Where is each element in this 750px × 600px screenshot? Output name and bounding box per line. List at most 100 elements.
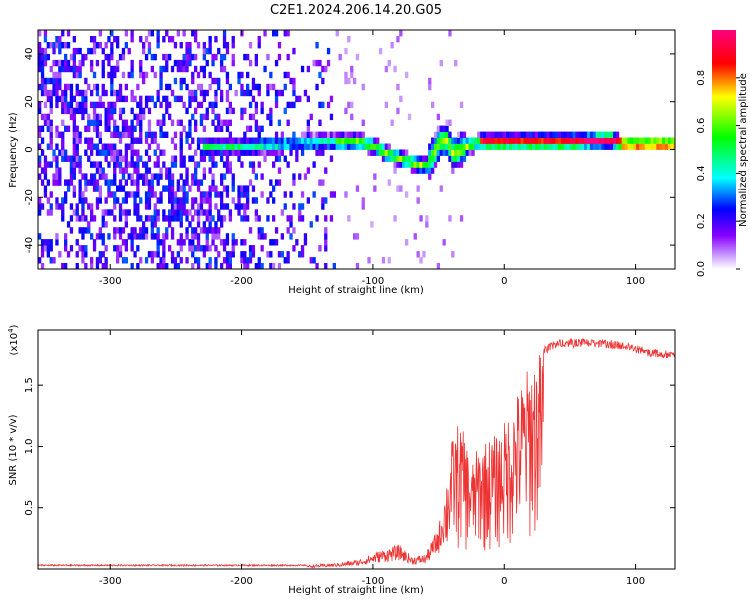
heatmap-cell bbox=[124, 239, 128, 246]
heatmap-cell bbox=[130, 65, 134, 73]
heatmap-cell bbox=[257, 42, 261, 49]
heatmap-cell bbox=[445, 149, 449, 156]
heatmap-cell bbox=[173, 42, 178, 49]
heatmap-cell bbox=[110, 143, 114, 150]
heatmap-cell bbox=[220, 197, 224, 204]
heatmap-cell bbox=[147, 251, 152, 258]
heatmap-cell bbox=[248, 59, 253, 67]
heatmap-cell bbox=[118, 137, 123, 144]
heatmap-cell bbox=[170, 155, 175, 162]
heatmap-cell bbox=[101, 59, 105, 67]
heatmap-cell bbox=[116, 36, 120, 43]
heatmap-cell bbox=[295, 143, 299, 150]
heatmap-cell bbox=[639, 143, 643, 150]
heatmap-cell bbox=[303, 89, 308, 97]
heatmap-cell bbox=[220, 95, 224, 103]
heatmap-cell bbox=[459, 143, 464, 150]
heatmap-cell bbox=[373, 143, 377, 150]
heatmap-cell bbox=[66, 185, 71, 192]
heatmap-cell bbox=[107, 179, 111, 186]
heatmap-cell bbox=[118, 155, 123, 162]
heatmap-cell bbox=[251, 167, 256, 174]
heatmap-cell bbox=[318, 59, 322, 67]
colorbar-ticks: 0.00.20.40.60.8 bbox=[696, 70, 740, 277]
heatmap-cell bbox=[133, 227, 137, 234]
heatmap-cell bbox=[292, 245, 296, 252]
heatmap-cell bbox=[220, 125, 224, 132]
heatmap-cell bbox=[113, 173, 117, 180]
heatmap-cell bbox=[170, 185, 175, 192]
heatmap-cell bbox=[254, 137, 258, 144]
heatmap-cell bbox=[208, 263, 212, 269]
heatmap-cell bbox=[165, 107, 169, 115]
heatmap-cell bbox=[269, 149, 273, 156]
heatmap-cell bbox=[162, 53, 166, 61]
heatmap-cell bbox=[144, 179, 149, 186]
heatmap-cell bbox=[173, 77, 178, 85]
heatmap-cell bbox=[144, 131, 149, 138]
heatmap-cell bbox=[156, 215, 160, 222]
heatmap-cell bbox=[283, 83, 287, 91]
heatmap-cell bbox=[139, 233, 143, 240]
heatmap-cell bbox=[173, 209, 178, 216]
heatmap-cell bbox=[428, 155, 432, 162]
heatmap-cell bbox=[237, 155, 241, 162]
heatmap-cell bbox=[251, 113, 256, 121]
heatmap-cell bbox=[321, 137, 325, 144]
heatmap-cell bbox=[445, 125, 449, 132]
heatmap-cell bbox=[312, 131, 316, 138]
heatmap-cell bbox=[52, 71, 56, 79]
heatmap-cell bbox=[156, 143, 160, 150]
heatmap-cell bbox=[49, 101, 53, 109]
heatmap-cell bbox=[454, 59, 458, 67]
heatmap-cell bbox=[451, 143, 455, 150]
heatmap-cell bbox=[471, 149, 475, 156]
heatmap-cell bbox=[367, 257, 371, 264]
heatmap-cell bbox=[116, 245, 120, 252]
heatmap-cell bbox=[58, 77, 62, 85]
heatmap-cell bbox=[454, 143, 458, 150]
heatmap-cell bbox=[78, 191, 82, 198]
heatmap-cell bbox=[202, 89, 206, 97]
heatmap-cell bbox=[75, 215, 79, 222]
heatmap-cell bbox=[199, 197, 204, 204]
heatmap-cell bbox=[451, 149, 455, 156]
heatmap-cell bbox=[110, 42, 114, 49]
heatmap-cell bbox=[405, 71, 409, 79]
heatmap-cell bbox=[228, 149, 232, 156]
heatmap-cell bbox=[361, 83, 365, 91]
heatmap-cell bbox=[251, 149, 256, 156]
heatmap-cell bbox=[38, 47, 42, 55]
heatmap-cell bbox=[182, 155, 186, 162]
heatmap-cell bbox=[222, 42, 227, 49]
heatmap-cell bbox=[269, 239, 273, 246]
heatmap-cell bbox=[113, 89, 117, 97]
heatmap-cell bbox=[188, 53, 192, 61]
heatmap-cell bbox=[55, 59, 59, 67]
heatmap-cell bbox=[344, 143, 348, 150]
heatmap-cell bbox=[162, 251, 166, 258]
heatmap-cell bbox=[38, 30, 42, 37]
heatmap-cell bbox=[52, 179, 56, 186]
heatmap-cell bbox=[225, 42, 230, 49]
heatmap-cell bbox=[225, 203, 230, 210]
heatmap-cell bbox=[84, 263, 88, 269]
heatmap-cell bbox=[231, 179, 235, 186]
heatmap-cell bbox=[139, 227, 143, 234]
heatmap-cell bbox=[38, 131, 42, 138]
heatmap-cell bbox=[38, 65, 42, 73]
heatmap-cell bbox=[439, 149, 443, 156]
heatmap-cell bbox=[283, 143, 287, 150]
heatmap-cell bbox=[196, 203, 201, 210]
heatmap-cell bbox=[110, 149, 114, 156]
heatmap-cell bbox=[72, 209, 76, 216]
heatmap-cell bbox=[110, 77, 114, 85]
heatmap-cell bbox=[379, 149, 383, 156]
heatmap-cell bbox=[222, 143, 227, 150]
heatmap-cell bbox=[121, 197, 126, 204]
heatmap-cell bbox=[208, 203, 212, 210]
heatmap-cell bbox=[46, 89, 50, 97]
heatmap-cell bbox=[205, 209, 209, 216]
heatmap-cell bbox=[104, 53, 108, 61]
heatmap-cell bbox=[217, 125, 221, 132]
